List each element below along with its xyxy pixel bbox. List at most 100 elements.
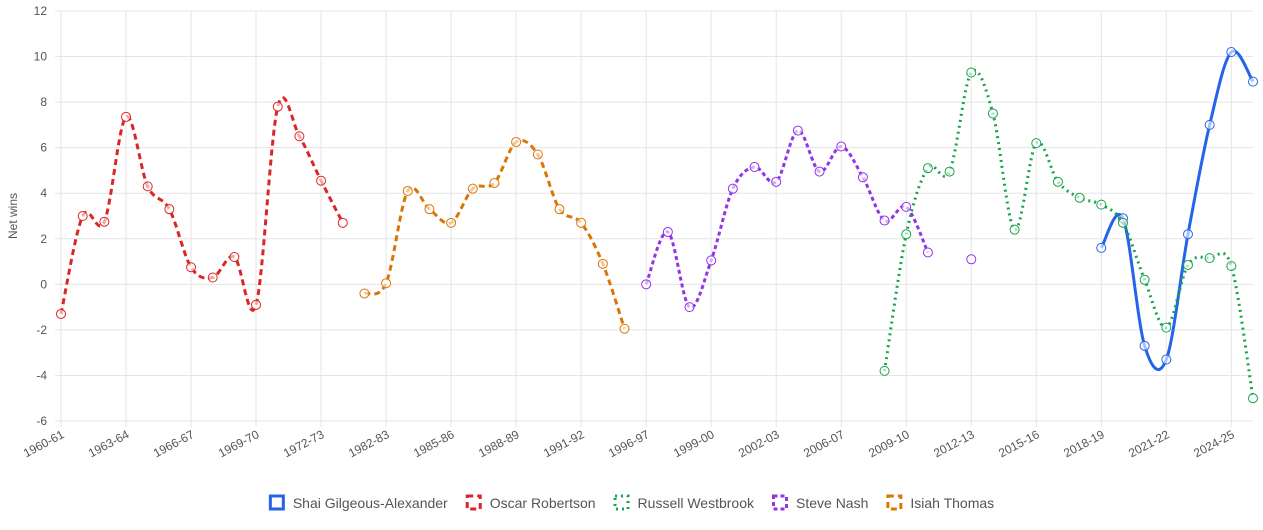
data-point — [1182, 259, 1193, 270]
data-point — [489, 177, 500, 188]
y-tick-label: 12 — [34, 4, 48, 18]
data-point — [272, 101, 283, 112]
data-point — [1052, 176, 1063, 187]
legend-swatch — [268, 494, 285, 511]
data-point — [922, 247, 933, 258]
data-point — [1009, 224, 1020, 235]
data-point — [901, 229, 912, 240]
data-point — [966, 254, 977, 265]
data-point — [142, 181, 153, 192]
data-point — [229, 252, 240, 262]
y-tick-label: 10 — [34, 50, 48, 64]
data-point — [164, 204, 175, 215]
data-point — [922, 163, 933, 174]
x-tick-label: 2018-19 — [1061, 427, 1107, 460]
data-point — [511, 136, 522, 147]
x-tick-label: 1988-89 — [476, 427, 522, 460]
data-point — [316, 175, 327, 186]
y-tick-label: -2 — [36, 323, 47, 337]
data-point — [121, 111, 132, 122]
y-tick-label: -4 — [36, 368, 47, 382]
x-tick-label: 1982-83 — [346, 427, 392, 460]
data-point — [857, 172, 868, 183]
data-point — [1074, 192, 1085, 203]
data-point — [597, 258, 608, 269]
legend-swatch — [465, 494, 482, 511]
data-point — [99, 216, 110, 227]
data-point — [381, 278, 392, 289]
series-line — [1099, 49, 1255, 372]
data-point — [1226, 47, 1237, 57]
x-tick-label: 2015-16 — [996, 427, 1042, 460]
data-point — [684, 302, 695, 313]
data-point — [1117, 217, 1128, 228]
data-point — [467, 183, 478, 194]
y-tick-label: 0 — [40, 277, 47, 291]
data-point — [966, 67, 977, 78]
y-tick-label: 2 — [40, 232, 47, 246]
x-tick-label: 2002-03 — [736, 427, 782, 460]
data-point — [727, 183, 738, 194]
data-point — [987, 108, 998, 119]
data-point — [1031, 138, 1042, 149]
x-tick-label: 1999-00 — [671, 427, 717, 460]
x-tick-label: 1972-73 — [281, 427, 327, 460]
legend-label: Steve Nash — [796, 495, 868, 511]
data-point — [554, 204, 565, 215]
data-point — [1204, 119, 1215, 130]
data-point — [1096, 199, 1107, 210]
x-tick-label: 1963-64 — [86, 427, 132, 460]
legend-label: Oscar Robertson — [490, 495, 596, 511]
y-axis-title: Net wins — [6, 193, 20, 239]
data-point — [662, 226, 673, 237]
data-point — [294, 131, 305, 142]
data-point — [77, 211, 88, 221]
data-point — [771, 176, 782, 187]
x-tick-label: 2021-22 — [1126, 427, 1172, 460]
x-tick-label: 2009-10 — [866, 427, 912, 460]
series-line — [363, 138, 626, 330]
x-tick-label: 1991-92 — [541, 427, 587, 460]
data-point — [1182, 229, 1193, 240]
legend-label: Russell Westbrook — [638, 495, 755, 511]
data-point — [1139, 340, 1150, 351]
data-point — [532, 149, 543, 160]
data-point — [749, 162, 760, 173]
data-point — [359, 288, 370, 299]
x-tick-label: 2012-13 — [931, 427, 977, 460]
data-point — [207, 272, 218, 283]
y-tick-label: -6 — [36, 414, 47, 428]
y-tick-label: 6 — [40, 141, 47, 155]
series-line — [646, 131, 971, 308]
x-tick-label: 2006-07 — [801, 427, 847, 460]
x-tick-label: 1985-86 — [411, 427, 457, 460]
data-point — [1248, 76, 1258, 87]
x-tick-label: 1996-97 — [606, 427, 652, 460]
data-point — [901, 201, 912, 212]
data-point — [56, 308, 66, 319]
data-point — [792, 125, 803, 136]
y-tick-label: 8 — [40, 95, 47, 109]
data-point — [1226, 261, 1237, 272]
data-point — [402, 185, 413, 196]
legend-swatch — [772, 494, 788, 511]
series-line — [59, 96, 345, 315]
data-point — [1096, 242, 1107, 253]
data-point — [1204, 253, 1215, 264]
data-point — [1161, 322, 1172, 333]
legend-label: Isiah Thomas — [910, 495, 994, 511]
data-point — [186, 262, 197, 273]
data-point — [1248, 393, 1258, 404]
data-point — [424, 204, 435, 215]
data-point — [944, 166, 955, 177]
legend-swatch — [886, 494, 903, 511]
data-point — [836, 141, 847, 152]
data-point — [641, 279, 652, 290]
y-tick-label: 4 — [40, 186, 47, 200]
data-point — [879, 215, 890, 226]
data-point — [1161, 354, 1172, 365]
data-point — [619, 323, 630, 334]
data-point — [576, 217, 587, 228]
legend-swatch — [613, 494, 630, 511]
data-point — [1139, 274, 1150, 285]
